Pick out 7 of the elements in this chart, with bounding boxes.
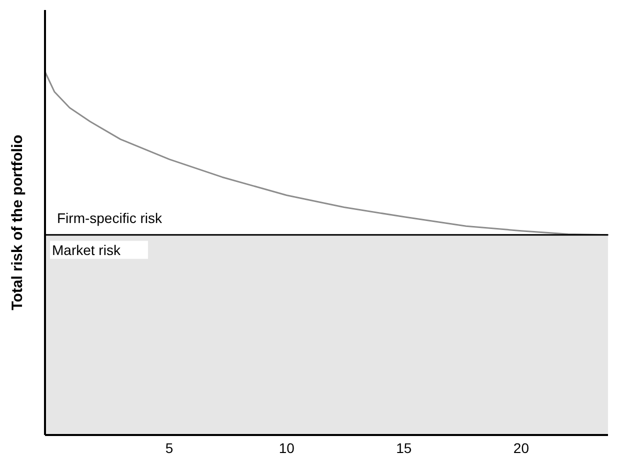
y-axis-title: Total risk of the portfolio <box>9 134 26 310</box>
x-tick-label: 10 <box>278 440 295 456</box>
x-tick-label: 5 <box>165 440 174 456</box>
x-tick-label: 20 <box>513 440 530 456</box>
x-tick-label: 15 <box>396 440 412 456</box>
annotation: Firm-specific risk <box>57 210 163 226</box>
annotation: Market risk <box>52 242 122 258</box>
